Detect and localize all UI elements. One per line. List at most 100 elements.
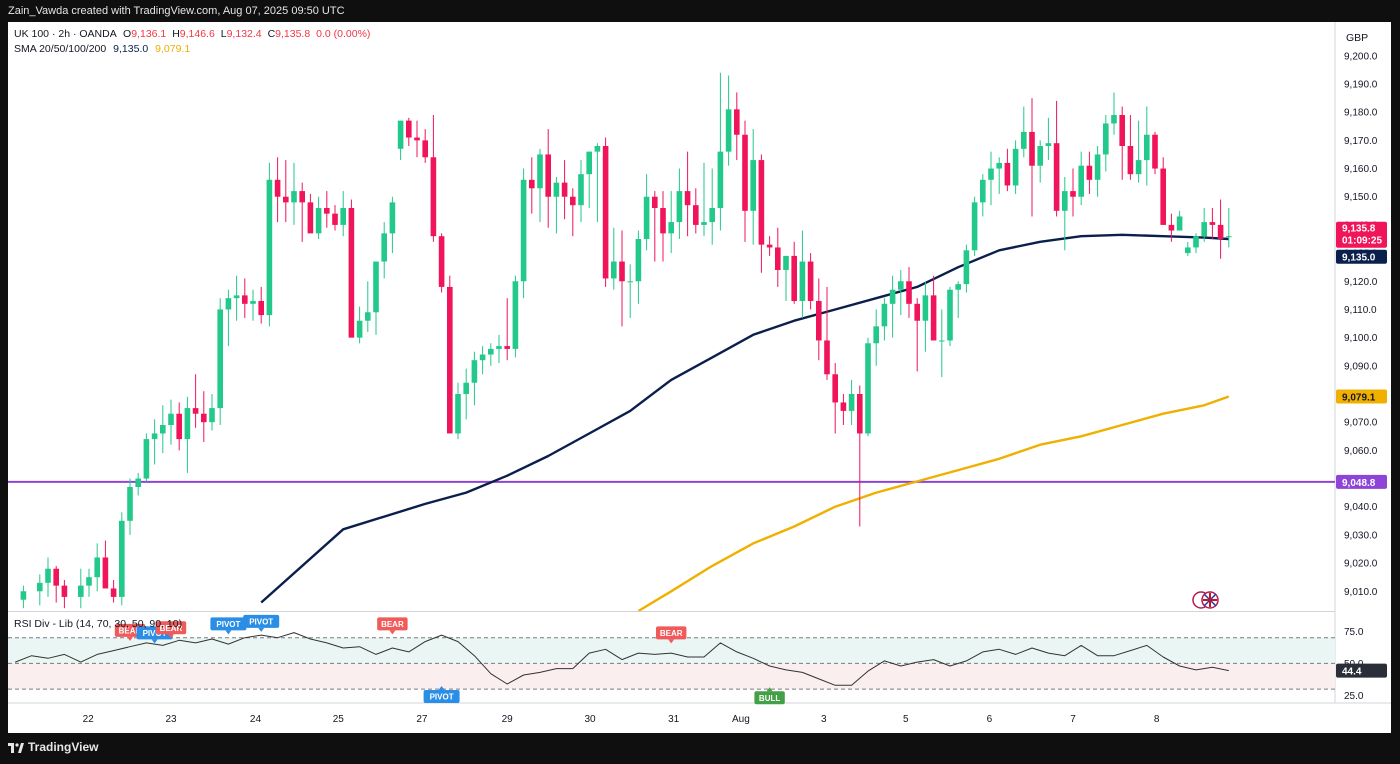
price-pane xyxy=(8,72,1335,611)
time-tick-label: 22 xyxy=(83,714,95,725)
candle-up xyxy=(1062,191,1068,211)
candle-up xyxy=(799,261,806,301)
candle-up xyxy=(381,233,387,262)
candle-up xyxy=(86,577,92,586)
candle-up xyxy=(627,281,633,283)
candle-up xyxy=(496,346,502,349)
badge-pointer xyxy=(668,639,675,644)
candle-down xyxy=(348,208,355,338)
price-tick-label: 9,060.0 xyxy=(1344,446,1378,457)
candle-up xyxy=(1144,134,1150,161)
candle-up xyxy=(750,160,756,211)
rsi-legend[interactable]: RSI Div - Lib (14, 70, 30, 50, 90, 10) xyxy=(14,618,182,630)
candle-down xyxy=(914,303,920,321)
rsi-bear-badge: BEAR xyxy=(377,617,408,635)
badge-label: BEAR xyxy=(160,624,183,633)
chart-container[interactable]: 9,010.09,020.09,030.09,040.09,050.09,060… xyxy=(8,22,1391,733)
tradingview-logo[interactable]: TradingView xyxy=(8,740,98,754)
rsi-bear-badge: BEAR xyxy=(155,621,187,639)
candle-down xyxy=(504,346,510,349)
candle-up xyxy=(1094,154,1101,180)
candle-down xyxy=(832,374,838,403)
candle-down xyxy=(1168,224,1175,231)
candle-up xyxy=(1135,160,1142,175)
candle-down xyxy=(201,413,207,423)
candle-up xyxy=(980,179,986,203)
candle-down xyxy=(766,244,773,248)
candle-up xyxy=(373,261,379,313)
badge-pointer xyxy=(766,687,773,692)
candle-down xyxy=(840,402,847,411)
badge-pointer xyxy=(438,686,445,690)
rsi-bull-badge: BULL xyxy=(754,687,785,705)
candle-down xyxy=(693,205,699,225)
price-tick-label: 9,100.0 xyxy=(1344,333,1378,344)
candle-down xyxy=(529,179,535,189)
candle-up xyxy=(266,179,273,316)
candle-up xyxy=(668,222,674,234)
candle-down xyxy=(1070,191,1076,197)
candle-up xyxy=(365,312,371,321)
candle-down xyxy=(414,137,420,141)
candle-down xyxy=(192,408,199,414)
time-tick-label: 7 xyxy=(1070,714,1076,725)
price-tick-label: 9,090.0 xyxy=(1344,361,1378,372)
candle-up xyxy=(1078,165,1084,197)
sma-navy-value: 9,135.0 xyxy=(113,43,149,55)
candle-down xyxy=(652,196,658,208)
candle-up xyxy=(701,222,707,225)
top-attribution-bar: Zain_Vawda created with TradingView.com,… xyxy=(0,0,1400,22)
badge-pointer xyxy=(258,627,265,632)
rsi-tick-label: 75.0 xyxy=(1344,627,1364,638)
candle-up xyxy=(143,439,150,479)
candle-up xyxy=(37,582,43,592)
rsi-pivot-badge: PIVOT xyxy=(243,614,280,632)
badge-bg xyxy=(423,690,460,703)
attribution-text: Zain_Vawda created with TradingView.com,… xyxy=(8,5,345,17)
candle-up xyxy=(1045,143,1052,146)
chart-canvas[interactable]: 9,010.09,020.09,030.09,040.09,050.09,060… xyxy=(8,22,1391,733)
candle-down xyxy=(406,120,412,138)
candle-down xyxy=(324,208,330,214)
price-tick-label: 9,150.0 xyxy=(1344,192,1378,203)
candle-up xyxy=(471,360,478,383)
low-value: 9,132.4 xyxy=(226,28,262,40)
candle-up xyxy=(963,250,970,285)
sma-gold-label-bg xyxy=(1336,389,1387,404)
time-tick-label: Aug xyxy=(732,714,750,725)
candle-down xyxy=(283,196,289,203)
candle-down xyxy=(660,208,666,234)
candle-down xyxy=(570,196,576,206)
sma-navy-label-bg xyxy=(1336,249,1387,264)
candle-up xyxy=(1103,123,1109,155)
symbol-legend[interactable]: UK 100 · 2h · OANDA O9,136.1 H9,146.6 L9… xyxy=(14,28,370,40)
candle-up xyxy=(397,120,404,149)
candle-down xyxy=(734,109,740,135)
sma-line-navy xyxy=(260,233,1229,604)
candle-down xyxy=(110,588,117,597)
candle-up xyxy=(1201,222,1207,237)
candle-down xyxy=(447,286,453,434)
sma-legend[interactable]: SMA 20/50/100/200 9,135.0 9,079.1 xyxy=(14,43,190,55)
candle-up xyxy=(848,394,855,411)
tradingview-logo-icon xyxy=(8,742,24,753)
candle-down xyxy=(102,557,109,589)
candle-up xyxy=(996,162,1002,169)
candle-up xyxy=(717,151,724,208)
badge-bg xyxy=(155,621,187,635)
candle-up xyxy=(94,557,100,578)
candle-up xyxy=(315,208,322,234)
candle-down xyxy=(242,295,248,304)
price-tick-label: 9,120.0 xyxy=(1344,277,1378,288)
candle-up xyxy=(537,154,543,189)
candle-down xyxy=(1004,162,1011,186)
candle-down xyxy=(742,134,748,211)
badge-label: PIVOT xyxy=(216,620,240,629)
badge-label: PIVOT xyxy=(143,629,167,638)
currency-text: GBP xyxy=(1346,32,1369,44)
candle-up xyxy=(889,289,896,304)
candle-up xyxy=(119,520,125,597)
candle-up xyxy=(1176,216,1183,231)
candle-down xyxy=(258,301,264,316)
rsi-bear-badge: BEAR xyxy=(656,626,687,644)
